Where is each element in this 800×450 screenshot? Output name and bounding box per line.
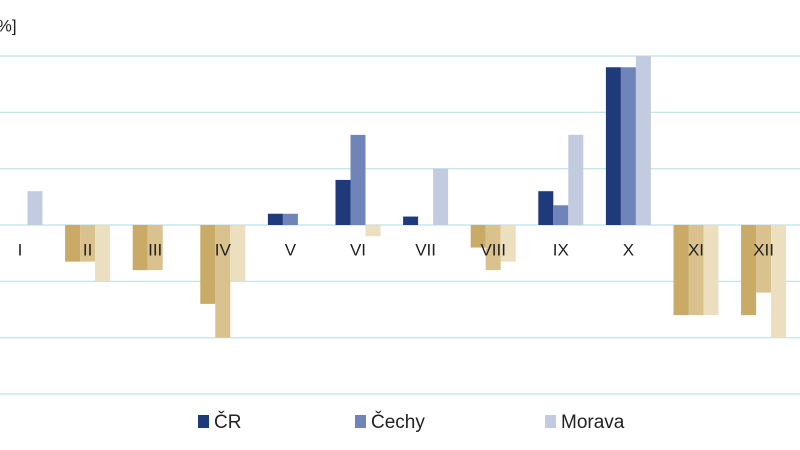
bar bbox=[756, 225, 772, 293]
legend-swatch bbox=[198, 415, 209, 428]
bar bbox=[230, 225, 246, 282]
bar bbox=[500, 225, 516, 262]
x-tick-label: XII bbox=[753, 240, 774, 259]
x-tick-label: IX bbox=[553, 240, 569, 259]
x-tick-label: V bbox=[285, 240, 297, 259]
bar bbox=[27, 191, 43, 225]
bar bbox=[80, 225, 96, 262]
bar bbox=[605, 67, 621, 226]
y-axis-label: [%] bbox=[0, 16, 17, 35]
x-tick-label: III bbox=[148, 240, 162, 259]
bar bbox=[335, 179, 351, 225]
bar bbox=[267, 213, 283, 225]
bar bbox=[553, 205, 569, 225]
x-tick-label: VII bbox=[415, 240, 436, 259]
x-tick-label: XI bbox=[688, 240, 704, 259]
bar bbox=[771, 225, 787, 338]
x-tick-label: VIII bbox=[480, 240, 506, 259]
bar bbox=[673, 225, 689, 316]
legend-label: ČR bbox=[214, 411, 241, 433]
bar bbox=[132, 225, 148, 271]
bar bbox=[470, 225, 486, 248]
bar bbox=[282, 213, 298, 225]
bar bbox=[95, 225, 111, 282]
legend-swatch bbox=[355, 415, 366, 428]
bar bbox=[215, 225, 231, 338]
bar bbox=[741, 225, 757, 316]
bar bbox=[433, 168, 449, 225]
legend-swatch bbox=[545, 415, 556, 428]
bar bbox=[485, 225, 501, 271]
bar bbox=[200, 225, 216, 304]
legend-label: Morava bbox=[561, 412, 625, 433]
bar bbox=[635, 56, 651, 225]
bar bbox=[538, 191, 554, 225]
bar bbox=[147, 225, 163, 271]
legend-label: Čechy bbox=[371, 411, 425, 433]
x-tick-label: VI bbox=[350, 240, 366, 259]
bar bbox=[568, 134, 584, 225]
x-tick-label: IV bbox=[215, 240, 232, 259]
bar bbox=[365, 225, 381, 237]
bar bbox=[620, 67, 636, 226]
bar bbox=[703, 225, 719, 316]
bar bbox=[65, 225, 81, 262]
bar bbox=[688, 225, 704, 316]
bar bbox=[350, 134, 366, 225]
bar bbox=[403, 216, 419, 225]
x-tick-label: II bbox=[83, 240, 92, 259]
x-tick-label: X bbox=[623, 240, 634, 259]
x-tick-label: I bbox=[18, 240, 23, 259]
